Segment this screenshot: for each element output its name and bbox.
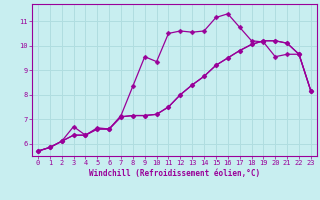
X-axis label: Windchill (Refroidissement éolien,°C): Windchill (Refroidissement éolien,°C) bbox=[89, 169, 260, 178]
